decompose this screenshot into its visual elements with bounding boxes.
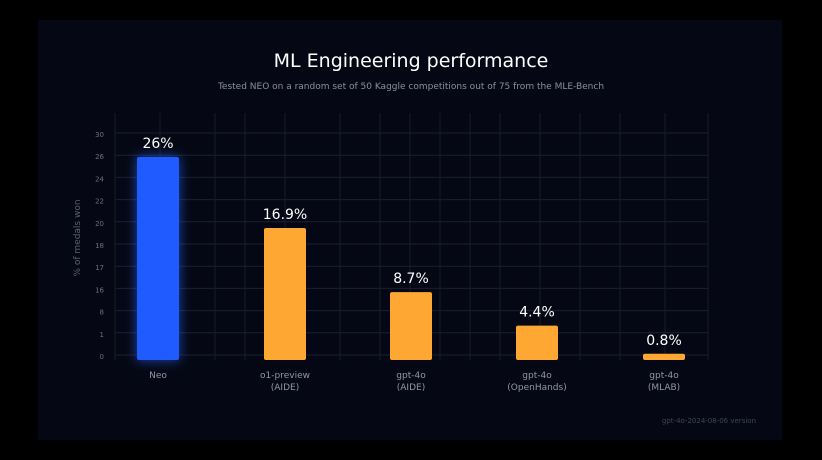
bar [516, 325, 558, 360]
value-label: 0.8% [646, 333, 682, 349]
category-label: o1-preview [260, 371, 310, 381]
bar [390, 292, 432, 360]
value-label: 8.7% [393, 271, 429, 287]
y-tick-label: 18 [95, 242, 104, 250]
y-tick-label: 1 [100, 331, 104, 339]
y-tick-label: 30 [95, 131, 104, 139]
y-axis-label: % of medals won [73, 199, 83, 276]
value-label: 4.4% [519, 305, 555, 321]
grid [114, 113, 709, 360]
category-label: (AIDE) [397, 383, 425, 393]
chart-subtitle: Tested NEO on a random set of 50 Kaggle … [217, 82, 605, 92]
y-tick-label: 24 [95, 175, 104, 183]
bar [643, 353, 685, 360]
y-tick-label: 8 [100, 309, 104, 317]
y-tick-label: 22 [95, 198, 104, 206]
category-label: (MLAB) [648, 383, 680, 393]
value-label: 16.9% [263, 207, 307, 223]
bar [137, 157, 179, 360]
value-label: 26% [142, 136, 173, 152]
chart-title: ML Engineering performance [273, 50, 549, 72]
category-label: gpt-4o [522, 371, 552, 381]
category-labels: Neo o1-preview (AIDE) gpt-4o (AIDE) gpt-4o (Op… [149, 371, 680, 393]
category-label: (OpenHands) [507, 383, 566, 393]
category-label: Neo [149, 371, 167, 381]
category-label: gpt-4o [649, 371, 679, 381]
y-tick-label: 26 [95, 153, 104, 161]
bar [264, 228, 306, 360]
category-label: (AIDE) [271, 383, 299, 393]
y-tick-label: 17 [95, 264, 104, 272]
y-tick-label: 20 [95, 220, 104, 228]
bars [137, 157, 685, 360]
y-tick-label: 16 [95, 286, 104, 294]
footnote: gpt-4o-2024-08-06 version [661, 417, 756, 425]
value-labels: 26% 16.9% 8.7% 4.4% 0.8% [142, 136, 681, 349]
category-label: gpt-4o [396, 371, 426, 381]
y-tick-label: 0 [100, 353, 104, 361]
